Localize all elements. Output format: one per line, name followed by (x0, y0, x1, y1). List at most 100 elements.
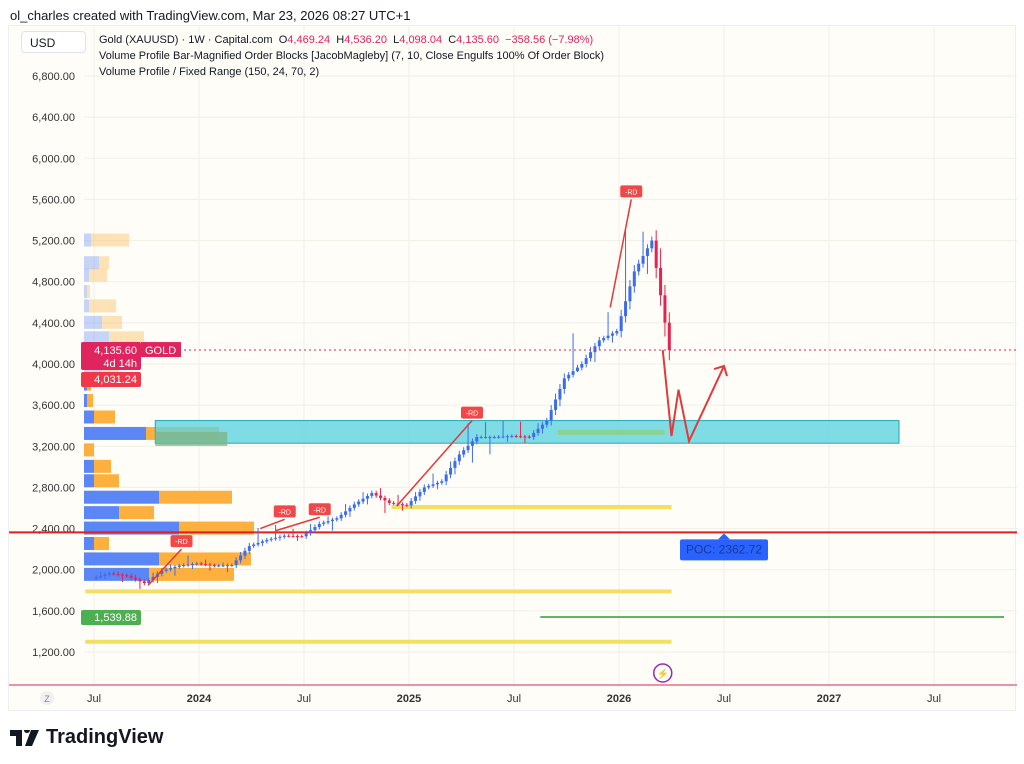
volume-profile-sell-bar (179, 521, 254, 535)
candle-body (204, 564, 208, 566)
candle-body (103, 574, 107, 576)
candle-body (379, 495, 383, 498)
candle-body (383, 497, 387, 501)
indicator-legend-order-blocks[interactable]: Volume Profile Bar-Magnified Order Block… (99, 50, 605, 62)
candle-body (536, 428, 540, 433)
time-axis-label: 2025 (397, 693, 421, 705)
candle-body (112, 573, 116, 575)
divergence-line (275, 516, 320, 532)
candle-body (462, 450, 466, 455)
order-block-zone (154, 420, 900, 444)
candle-body (663, 295, 667, 323)
price-axis-label: 5,200.00 (32, 236, 75, 248)
volume-profile-buy-bar (84, 410, 94, 424)
candle-body (632, 271, 636, 287)
candle-body (291, 535, 295, 537)
brand-name: TradingView (46, 726, 164, 748)
volume-profile-buy-bar (84, 299, 89, 313)
volume-profile-buy-bar (84, 331, 109, 345)
candle-body (440, 481, 444, 483)
price-axis-label: 6,800.00 (32, 71, 75, 83)
candle-body (352, 504, 356, 508)
tradingview-logo: TradingView (10, 726, 163, 749)
candle-body (501, 436, 505, 438)
candle-body (252, 544, 256, 547)
candle-body (138, 579, 142, 582)
candle-body (453, 461, 457, 468)
volume-profile-buy-bar (84, 567, 149, 581)
candle-body (326, 521, 330, 523)
candle-body (177, 565, 181, 567)
green-level-tag (81, 610, 141, 626)
candle-body (549, 410, 553, 421)
candle-body (637, 263, 641, 272)
candle-body (527, 436, 531, 438)
candle-body (667, 322, 671, 351)
indicator-legend-volume-profile[interactable]: Volume Profile / Fixed Range (150, 24, 7… (99, 66, 320, 78)
time-axis-label: 2024 (187, 693, 212, 705)
candle-body (484, 437, 488, 439)
candle-body (309, 530, 313, 534)
candle-body (212, 565, 216, 567)
candle-body (357, 501, 361, 505)
candle-body (169, 568, 173, 570)
time-axis-label: 2026 (607, 693, 631, 705)
divergence-label: -RD (466, 411, 478, 418)
candle-body (269, 538, 273, 540)
high-value: 4,536.20 (344, 34, 388, 46)
price-axis-label: 2,400.00 (32, 524, 75, 536)
candle-body (431, 484, 435, 486)
candle-body (470, 441, 474, 446)
volume-profile-sell-bar (89, 268, 107, 282)
candle-body (558, 388, 562, 400)
price-axis-label: 3,600.00 (32, 400, 75, 412)
candle-body (344, 511, 348, 515)
candle-body (313, 527, 317, 531)
candle-body (186, 564, 190, 566)
candle-body (628, 286, 632, 302)
symbol-tag (141, 342, 181, 358)
time-axis-label: Jul (297, 693, 311, 705)
candle-body (392, 502, 396, 504)
volume-profile-sell-bar (87, 394, 93, 408)
divergence-label-box (308, 503, 331, 516)
level-price-tag (81, 372, 141, 388)
candle-body (247, 546, 251, 551)
price-chart-svg[interactable]: 6,800.00 6,400.00 6,000.00 5,600.00 5,200.00… (9, 26, 1017, 712)
candle-body (199, 563, 203, 565)
volume-profile-buy-bar (84, 426, 146, 440)
candle-body (243, 550, 247, 556)
candle-body (239, 555, 243, 561)
time-axis-label: 2027 (817, 693, 841, 705)
candle-body (449, 467, 453, 475)
chart-area[interactable]: 6,800.00 6,400.00 6,000.00 5,600.00 5,200.00… (8, 25, 1017, 712)
divergence-label-box (620, 185, 643, 198)
divergence-line (147, 548, 183, 586)
candle-body (641, 256, 645, 264)
candle-body (221, 565, 225, 567)
candle-body (405, 504, 409, 506)
volume-profile-sell-bar (159, 490, 232, 504)
green-level-value: 1,539.88 (94, 612, 137, 624)
candle-body (532, 432, 536, 438)
candle-body (317, 523, 321, 528)
candle-body (129, 575, 133, 578)
divergence-label-box (273, 505, 296, 518)
candle-body (234, 560, 238, 566)
divergence-line (609, 199, 632, 308)
time-axis-label: Jul (507, 693, 521, 705)
poc-label-box (680, 539, 768, 561)
time-axis-label: Jul (717, 693, 731, 705)
candle-body (282, 535, 286, 537)
candle-body (615, 331, 619, 334)
candle-body (562, 378, 566, 389)
candle-body (230, 565, 234, 567)
volume-profile-sell-bar (94, 459, 111, 473)
currency-selector[interactable]: USD (21, 31, 86, 53)
volume-profile-sell-bar (159, 552, 251, 566)
candle-body (510, 436, 514, 437)
candle-body (444, 474, 448, 482)
level-price-value: 4,031.24 (94, 374, 137, 386)
divergence-label: -RD (279, 509, 291, 516)
volume-profile-buy-bar (84, 521, 179, 535)
